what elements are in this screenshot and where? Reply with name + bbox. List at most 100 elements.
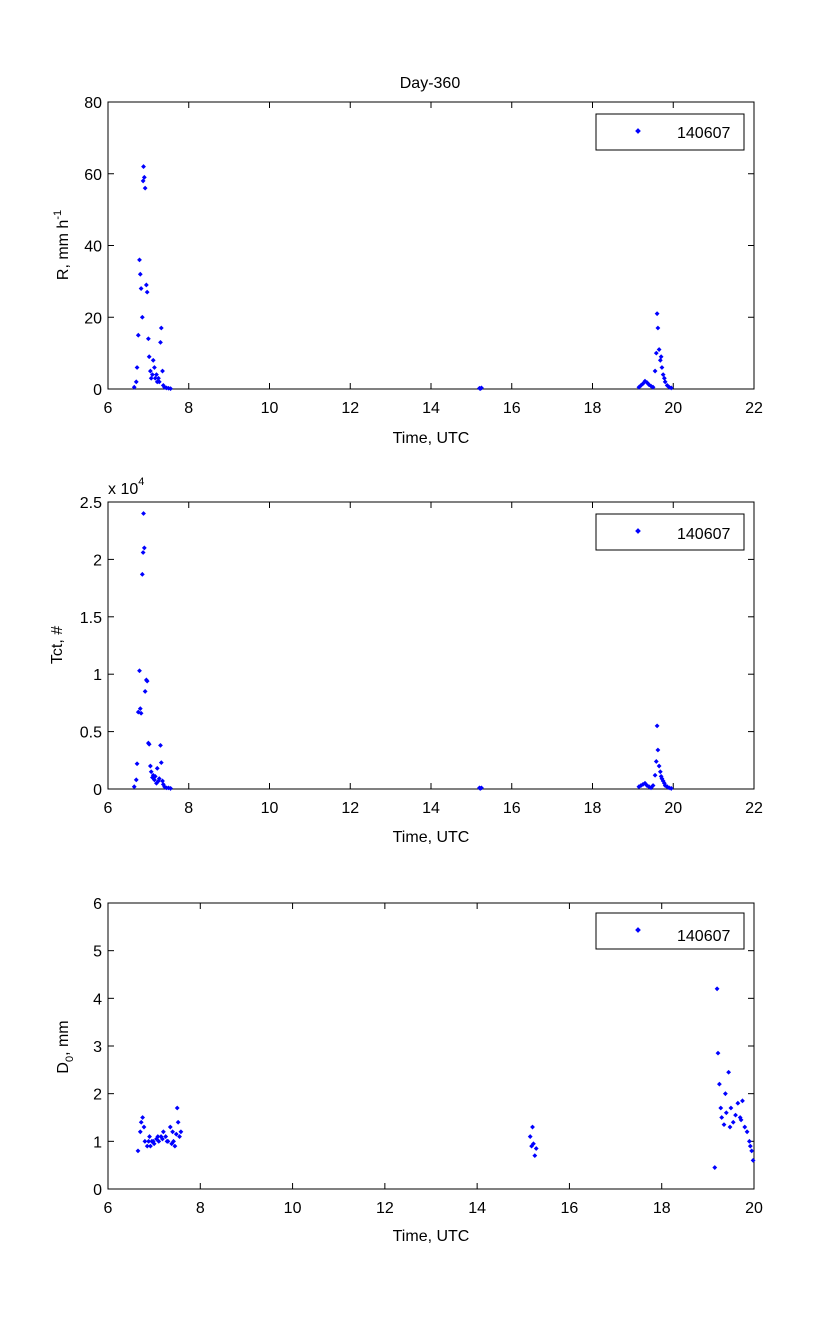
legend-box (595, 513, 745, 551)
x-tick-label: 10 (261, 400, 279, 417)
y-tick-label: 2.5 (80, 495, 102, 512)
y-tick-label: 60 (84, 167, 102, 184)
data-point (530, 1124, 535, 1130)
data-point (533, 1146, 539, 1151)
x-tick-label: 12 (376, 1200, 394, 1217)
axis-scale-exponent: 4 (138, 476, 144, 488)
data-point (170, 1129, 176, 1135)
x-tick-label: 16 (561, 1200, 579, 1217)
legend-marker (635, 927, 641, 933)
x-tick-label: 22 (745, 400, 763, 417)
data-point (716, 1081, 722, 1087)
data-point (749, 1148, 755, 1154)
y-tick-label: 2 (93, 1087, 102, 1104)
x-tick-label: 22 (745, 800, 763, 817)
x-tick-labels: 6 8 10 12 14 16 18 20 22 (104, 800, 763, 817)
data-point (144, 289, 150, 295)
legend-box (595, 912, 745, 950)
data-point (655, 747, 661, 753)
legend-box (595, 113, 745, 151)
legend-marker (635, 128, 641, 134)
data-point (730, 1119, 736, 1125)
x-tick-label: 6 (104, 800, 113, 817)
legend: 140607 (595, 912, 745, 950)
x-tick-label: 14 (468, 1200, 486, 1217)
x-tick-label: 16 (503, 400, 521, 417)
y-tick-label: 40 (84, 239, 102, 256)
y-tick-label: 1.5 (80, 610, 102, 627)
y-tick-label: 2 (93, 552, 102, 569)
legend-marker (635, 528, 641, 534)
data-points (135, 986, 756, 1170)
data-point (659, 365, 665, 370)
x-tick-label: 18 (584, 400, 602, 417)
y-tick-label: 1 (93, 667, 102, 684)
data-point (531, 1141, 536, 1147)
x-tick-label: 10 (284, 1200, 302, 1217)
legend: 140607 (595, 513, 745, 551)
x-tick-label: 8 (196, 1200, 205, 1217)
legend-entry: 140607 (677, 125, 730, 142)
x-tick-label: 18 (584, 800, 602, 817)
data-point (656, 347, 662, 352)
x-tick-label: 12 (341, 800, 359, 817)
data-point (142, 1138, 148, 1144)
x-tick-label: 6 (104, 1200, 113, 1217)
x-tick-label: 20 (664, 800, 682, 817)
x-axis-label: Time, UTC (393, 1228, 470, 1245)
data-point (744, 1129, 750, 1135)
data-point (750, 1157, 756, 1163)
data-point (712, 1165, 718, 1170)
x-tick-label: 16 (503, 800, 521, 817)
y-tick-label: 1 (93, 1134, 102, 1151)
y-axis-label: Tct, # (49, 626, 66, 664)
data-point (747, 1143, 753, 1149)
data-point (715, 1050, 721, 1056)
data-point (134, 365, 140, 370)
x-tick-labels: 6 8 10 12 14 16 18 20 22 (104, 400, 763, 417)
y-tick-label: 0 (93, 1182, 102, 1199)
data-point (131, 384, 137, 390)
data-point (721, 1122, 727, 1128)
x-axis-label: Time, UTC (393, 430, 470, 447)
legend-entry: 140607 (677, 526, 730, 543)
x-tick-label: 20 (745, 1200, 763, 1217)
chart-title: Day-360 (400, 75, 461, 92)
data-point (652, 772, 658, 778)
data-point (145, 336, 151, 342)
data-point (150, 372, 155, 378)
data-point (727, 1124, 733, 1130)
x-tick-label: 18 (653, 1200, 671, 1217)
x-tick-label: 10 (261, 800, 279, 817)
data-point (160, 368, 165, 374)
y-axis-label: R, mm h-1 (52, 210, 72, 280)
data-point (656, 763, 662, 769)
data-point (726, 1069, 732, 1075)
y-tick-labels: 0 20 40 60 80 (84, 95, 102, 399)
data-point (714, 986, 720, 992)
x-tick-labels: 6 8 10 12 14 16 18 20 (104, 1200, 763, 1217)
tick-marks (107, 501, 755, 790)
y-axis-label-superscript: -1 (52, 210, 64, 220)
y-axis-label: D0, mm (55, 1020, 76, 1073)
axis-scale-multiplier: x 104 (108, 476, 144, 498)
data-point (156, 375, 161, 381)
data-point (653, 759, 659, 764)
data-point (142, 185, 148, 191)
data-point (154, 372, 159, 378)
panel-total-count: 6 8 10 12 14 16 18 20 22 0 0.5 1 1.5 2 2.5 x 104 Time… (49, 476, 763, 846)
data-point (662, 379, 668, 385)
legend-entry: 140607 (677, 928, 730, 945)
data-point (719, 1115, 725, 1120)
tick-marks (107, 101, 755, 390)
data-point (733, 1112, 738, 1118)
data-point (139, 314, 145, 320)
data-point (718, 1105, 724, 1111)
data-point (650, 783, 656, 788)
x-axis-label: Time, UTC (393, 829, 470, 846)
data-point (738, 1117, 744, 1123)
data-point (168, 386, 173, 392)
plot-frame (107, 902, 755, 1190)
